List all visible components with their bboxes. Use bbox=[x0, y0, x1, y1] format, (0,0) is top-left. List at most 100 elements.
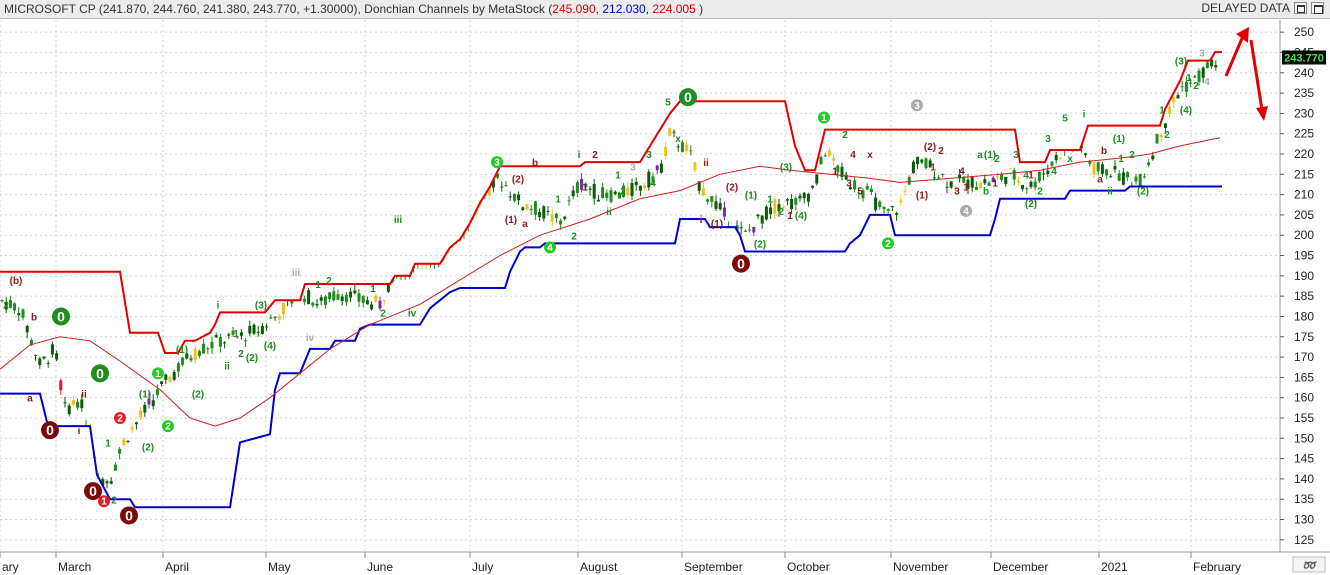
candle-body bbox=[920, 159, 924, 163]
candle-body bbox=[1000, 174, 1004, 180]
y-tick-label: 185 bbox=[1294, 289, 1314, 303]
candle-body bbox=[1210, 59, 1214, 67]
wave-label: (4) bbox=[1180, 105, 1192, 116]
candle-body bbox=[1004, 176, 1008, 184]
candle-body bbox=[676, 146, 680, 148]
candle-body bbox=[701, 187, 705, 196]
moving-average-line bbox=[0, 137, 1221, 427]
candle-body bbox=[1088, 161, 1092, 164]
wave-circle-label: 3 bbox=[494, 158, 500, 169]
wave-circle-label: 0 bbox=[684, 89, 692, 105]
wave-label: (2) bbox=[754, 239, 766, 250]
candle-body bbox=[790, 199, 794, 210]
candle-body bbox=[176, 363, 180, 372]
wave-label: (2) bbox=[924, 142, 936, 153]
wave-label: 3 bbox=[846, 179, 852, 190]
candle-body bbox=[71, 400, 75, 405]
wave-label: 1 bbox=[992, 179, 998, 190]
y-tick-label: 225 bbox=[1294, 127, 1314, 141]
candle-body bbox=[281, 302, 285, 315]
candle-body bbox=[949, 181, 953, 188]
restore-button[interactable] bbox=[1294, 2, 1307, 14]
candle-body bbox=[907, 176, 911, 185]
wave-label: (4) bbox=[264, 341, 276, 352]
candle-body bbox=[1100, 164, 1104, 174]
y-tick-label: 155 bbox=[1294, 411, 1314, 425]
candle-body bbox=[1054, 155, 1058, 161]
last-price-box bbox=[1282, 50, 1326, 65]
y-tick-label: 215 bbox=[1294, 167, 1314, 181]
wave-circle-label: 1 bbox=[101, 497, 107, 508]
candle-body bbox=[139, 410, 143, 418]
wave-label: (2) bbox=[1025, 199, 1037, 210]
candle-body bbox=[617, 192, 621, 199]
candle-body bbox=[836, 165, 840, 173]
y-tick-label: 150 bbox=[1294, 431, 1314, 445]
candle-body bbox=[823, 155, 827, 157]
candle-body bbox=[496, 173, 500, 178]
wave-circle bbox=[911, 99, 923, 112]
candle-body bbox=[743, 230, 747, 232]
candle-body bbox=[1037, 172, 1041, 182]
chart-title-bar: MICROSOFT CP (241.870, 244.760, 241.380,… bbox=[0, 0, 1330, 19]
candle-body bbox=[613, 191, 617, 194]
wave-label: (2) bbox=[1137, 187, 1149, 198]
candle-body bbox=[1197, 70, 1201, 82]
maximize-button[interactable] bbox=[1311, 2, 1324, 14]
candle-body bbox=[554, 213, 558, 218]
candle-body bbox=[29, 339, 33, 346]
wave-label: b bbox=[1101, 146, 1107, 157]
wave-label: b bbox=[532, 158, 538, 169]
wave-label: x bbox=[867, 150, 873, 161]
y-tick-label: 175 bbox=[1294, 330, 1314, 344]
wave-label: i bbox=[217, 300, 220, 311]
wave-label: 2 bbox=[326, 276, 332, 287]
candle-body bbox=[714, 201, 718, 209]
candle-body bbox=[239, 332, 243, 336]
mid-band-value: 224.005 bbox=[652, 2, 696, 16]
candle-body bbox=[924, 158, 928, 169]
candle-body bbox=[529, 208, 533, 210]
candle-body bbox=[756, 214, 760, 217]
wave-label: a bbox=[1097, 174, 1103, 185]
wave-label: 1 bbox=[1118, 154, 1124, 165]
wave-circle-label: 0 bbox=[57, 308, 65, 324]
wave-label: 2 bbox=[1037, 187, 1043, 198]
candle-body bbox=[672, 131, 676, 133]
wave-label: ii bbox=[1107, 187, 1113, 198]
wave-circle-label: 2 bbox=[165, 422, 171, 433]
wave-circle-label: 0 bbox=[96, 365, 104, 381]
candle-body bbox=[697, 181, 701, 191]
wave-label: (2) bbox=[192, 390, 204, 401]
candle-body bbox=[1105, 169, 1109, 176]
wave-label: ii bbox=[606, 207, 612, 218]
wave-label: a bbox=[27, 394, 33, 405]
wave-circle-label: 4 bbox=[547, 243, 553, 254]
wave-label: 1 bbox=[1159, 105, 1165, 116]
upper-band-value: 245.090, bbox=[552, 2, 599, 16]
wave-label: 3 bbox=[630, 162, 636, 173]
wave-label: 3 bbox=[646, 150, 652, 161]
candle-body bbox=[664, 146, 668, 157]
candle-body bbox=[685, 144, 689, 151]
x-tick-label: February bbox=[1193, 560, 1241, 574]
wave-circle bbox=[52, 307, 70, 326]
y-tick-label: 125 bbox=[1294, 533, 1314, 547]
candle-body bbox=[722, 207, 726, 217]
candle-body bbox=[580, 178, 584, 190]
lower-channel-line bbox=[0, 185, 1222, 509]
candle-body bbox=[13, 303, 17, 311]
candle-body bbox=[1042, 173, 1046, 175]
candle-body bbox=[42, 356, 46, 359]
wave-label: (2) bbox=[246, 353, 258, 364]
chart-title: MICROSOFT CP (241.870, 244.760, 241.380,… bbox=[4, 2, 703, 16]
candle-body bbox=[248, 325, 252, 334]
candle-body bbox=[155, 389, 159, 396]
candle-body bbox=[386, 283, 390, 292]
wave-label: iii bbox=[394, 215, 403, 226]
candle-body bbox=[1176, 95, 1180, 99]
trend-arrows bbox=[1224, 27, 1268, 121]
candle-body bbox=[315, 303, 319, 306]
wave-label: 4 bbox=[1204, 77, 1210, 88]
